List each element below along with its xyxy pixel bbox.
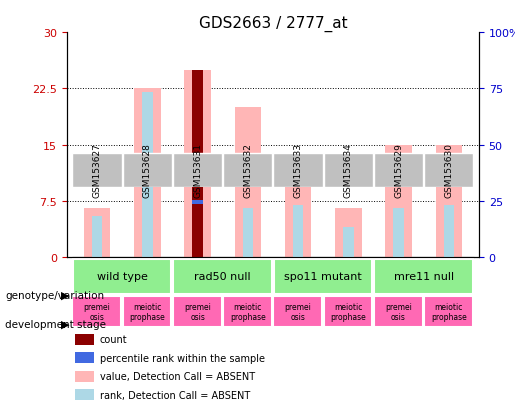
Text: meiotic
prophase: meiotic prophase [129, 302, 165, 321]
Bar [335, 209, 362, 257]
Text: GSM153631: GSM153631 [193, 143, 202, 198]
FancyBboxPatch shape [173, 153, 222, 188]
Bar [285, 168, 311, 257]
FancyBboxPatch shape [223, 297, 272, 327]
FancyBboxPatch shape [274, 259, 372, 294]
FancyBboxPatch shape [123, 153, 172, 188]
Text: value, Detection Call = ABSENT: value, Detection Call = ABSENT [100, 371, 255, 381]
FancyBboxPatch shape [123, 297, 171, 327]
Bar [184, 71, 211, 257]
Text: premei
osis: premei osis [285, 302, 312, 321]
FancyBboxPatch shape [73, 297, 121, 327]
Text: premei
osis: premei osis [385, 302, 412, 321]
Text: GSM153632: GSM153632 [243, 143, 252, 198]
FancyBboxPatch shape [374, 153, 423, 188]
Bar [142, 93, 152, 257]
FancyBboxPatch shape [374, 259, 473, 294]
Bar [235, 108, 261, 257]
Bar [243, 209, 253, 257]
FancyBboxPatch shape [374, 297, 423, 327]
Bar [84, 209, 110, 257]
Title: GDS2663 / 2777_at: GDS2663 / 2777_at [199, 16, 347, 32]
Text: genotype/variation: genotype/variation [5, 290, 104, 300]
Bar [75, 389, 94, 400]
Text: meiotic
prophase: meiotic prophase [331, 302, 366, 321]
Text: ▶: ▶ [61, 290, 70, 300]
Text: GSM153628: GSM153628 [143, 143, 152, 198]
Bar [393, 209, 404, 257]
Text: meiotic
prophase: meiotic prophase [431, 302, 467, 321]
Bar [75, 352, 94, 363]
Bar [75, 371, 94, 382]
Bar [192, 201, 203, 204]
Text: GSM153627: GSM153627 [93, 143, 101, 198]
Text: wild type: wild type [97, 272, 148, 282]
FancyBboxPatch shape [324, 297, 372, 327]
Bar [75, 334, 94, 345]
Text: GSM153629: GSM153629 [394, 143, 403, 198]
Text: count: count [100, 335, 128, 344]
Text: premei
osis: premei osis [184, 302, 211, 321]
Text: premei
osis: premei osis [83, 302, 111, 321]
Bar [92, 216, 102, 257]
FancyBboxPatch shape [424, 297, 473, 327]
Bar [436, 145, 462, 257]
FancyBboxPatch shape [424, 153, 473, 188]
FancyBboxPatch shape [73, 259, 171, 294]
Text: development stage: development stage [5, 319, 106, 329]
Text: GSM153630: GSM153630 [444, 143, 453, 198]
Bar [343, 228, 354, 257]
Text: GSM153634: GSM153634 [344, 143, 353, 198]
Bar [134, 89, 161, 257]
Text: mre11 null: mre11 null [393, 272, 454, 282]
FancyBboxPatch shape [324, 153, 373, 188]
Bar [293, 205, 303, 257]
FancyBboxPatch shape [174, 259, 272, 294]
FancyBboxPatch shape [273, 297, 322, 327]
FancyBboxPatch shape [273, 153, 323, 188]
Bar [192, 71, 203, 257]
Bar [192, 89, 203, 257]
FancyBboxPatch shape [173, 297, 221, 327]
Text: meiotic
prophase: meiotic prophase [230, 302, 266, 321]
Bar [385, 145, 412, 257]
Text: ▶: ▶ [61, 319, 70, 329]
Text: GSM153633: GSM153633 [294, 143, 303, 198]
Text: rad50 null: rad50 null [194, 272, 251, 282]
Text: spo11 mutant: spo11 mutant [284, 272, 362, 282]
FancyBboxPatch shape [223, 153, 272, 188]
Text: rank, Detection Call = ABSENT: rank, Detection Call = ABSENT [100, 390, 250, 400]
Bar [443, 205, 454, 257]
FancyBboxPatch shape [73, 153, 122, 188]
Text: percentile rank within the sample: percentile rank within the sample [100, 353, 265, 363]
